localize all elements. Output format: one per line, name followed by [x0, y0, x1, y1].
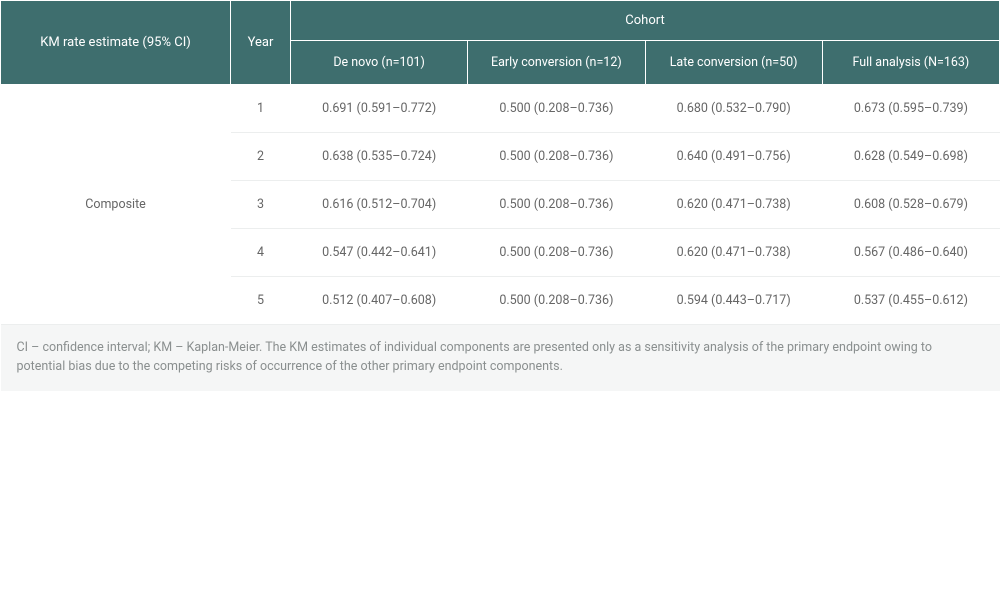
- header-denovo: De novo (n=101): [291, 41, 468, 85]
- footnote-row: CI – confidence interval; KM – Kaplan-Me…: [1, 325, 1000, 391]
- cell-value: 0.567 (0.486–0.640): [822, 229, 999, 277]
- header-year: Year: [231, 1, 291, 85]
- header-late: Late conversion (n=50): [645, 41, 822, 85]
- cell-value: 0.537 (0.455–0.612): [822, 277, 999, 325]
- table-body: Composite 1 0.691 (0.591–0.772) 0.500 (0…: [1, 85, 1000, 391]
- header-km: KM rate estimate (95% CI): [1, 1, 231, 85]
- row-group-label: Composite: [1, 85, 231, 325]
- cell-value: 0.512 (0.407–0.608): [291, 277, 468, 325]
- cell-value: 0.500 (0.208–0.736): [468, 181, 645, 229]
- cell-value: 0.500 (0.208–0.736): [468, 277, 645, 325]
- cell-value: 0.691 (0.591–0.772): [291, 85, 468, 133]
- cell-value: 0.640 (0.491–0.756): [645, 133, 822, 181]
- header-full: Full analysis (N=163): [822, 41, 999, 85]
- cell-value: 0.547 (0.442–0.641): [291, 229, 468, 277]
- cell-value: 0.638 (0.535–0.724): [291, 133, 468, 181]
- km-rate-table: KM rate estimate (95% CI) Year Cohort De…: [0, 0, 1000, 391]
- cell-value: 0.608 (0.528–0.679): [822, 181, 999, 229]
- cell-year: 4: [231, 229, 291, 277]
- cell-value: 0.620 (0.471–0.738): [645, 181, 822, 229]
- header-cohort: Cohort: [291, 1, 1000, 41]
- cell-year: 3: [231, 181, 291, 229]
- header-row-1: KM rate estimate (95% CI) Year Cohort: [1, 1, 1000, 41]
- cell-value: 0.620 (0.471–0.738): [645, 229, 822, 277]
- cell-value: 0.500 (0.208–0.736): [468, 85, 645, 133]
- cell-value: 0.500 (0.208–0.736): [468, 133, 645, 181]
- footnote-text: CI – confidence interval; KM – Kaplan-Me…: [1, 325, 1000, 391]
- cell-year: 1: [231, 85, 291, 133]
- cell-value: 0.594 (0.443–0.717): [645, 277, 822, 325]
- cell-value: 0.616 (0.512–0.704): [291, 181, 468, 229]
- cell-value: 0.500 (0.208–0.736): [468, 229, 645, 277]
- table-row: Composite 1 0.691 (0.591–0.772) 0.500 (0…: [1, 85, 1000, 133]
- cell-value: 0.628 (0.549–0.698): [822, 133, 999, 181]
- cell-year: 5: [231, 277, 291, 325]
- cell-year: 2: [231, 133, 291, 181]
- cell-value: 0.680 (0.532–0.790): [645, 85, 822, 133]
- cell-value: 0.673 (0.595–0.739): [822, 85, 999, 133]
- header-early: Early conversion (n=12): [468, 41, 645, 85]
